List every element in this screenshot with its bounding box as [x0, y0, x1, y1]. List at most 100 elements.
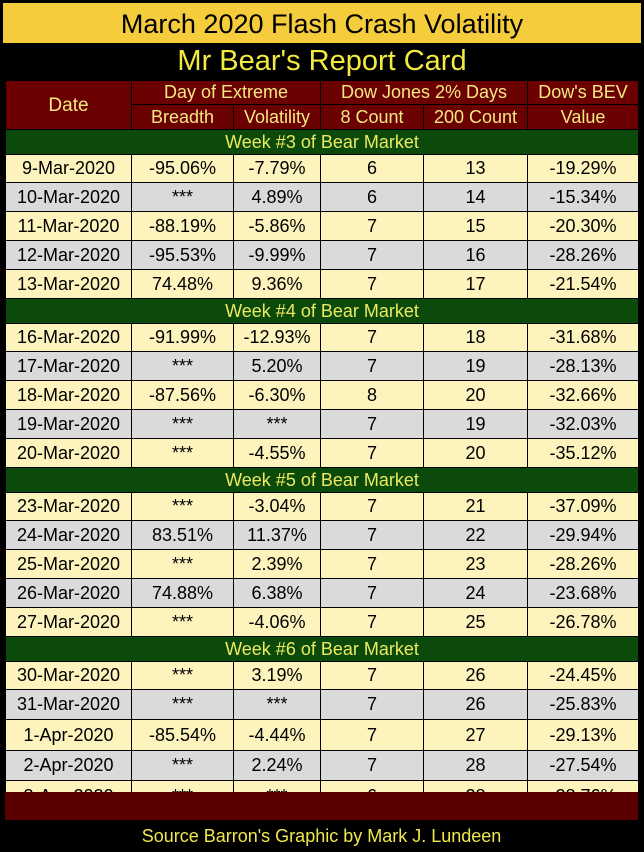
cell-count200: 26 — [423, 661, 529, 690]
cell-date: 19-Mar-2020 — [5, 409, 132, 439]
cell-count200: 23 — [423, 549, 529, 579]
table-row: 26-Mar-2020 74.88% 6.38% 7 24 -23.68% — [5, 578, 640, 608]
header-volatility: Volatility — [232, 104, 322, 130]
cell-breadth: *** — [131, 438, 234, 468]
cell-count200: 14 — [423, 182, 529, 212]
table-row: 12-Mar-2020 -95.53% -9.99% 7 16 -28.26% — [5, 240, 640, 270]
cell-count200: 20 — [423, 380, 529, 410]
table-row: 27-Mar-2020 *** -4.06% 7 25 -26.78% — [5, 607, 640, 637]
cell-volatility: *** — [232, 689, 322, 720]
cell-breadth: *** — [131, 750, 234, 781]
table-row: 1-Apr-2020 -85.54% -4.44% 7 27 -29.13% — [5, 719, 640, 751]
cell-count200: 19 — [423, 409, 529, 439]
cell-count8: 7 — [320, 750, 425, 781]
cell-count8: 7 — [320, 719, 425, 751]
cell-date: 20-Mar-2020 — [5, 438, 132, 468]
cell-bev: -23.68% — [527, 578, 640, 608]
cell-bev: -27.54% — [527, 750, 640, 781]
table-row: 9-Mar-2020 -95.06% -7.79% 6 13 -19.29% — [5, 154, 640, 183]
cell-count8: 7 — [320, 269, 425, 299]
cell-bev: -29.13% — [527, 719, 640, 751]
week-label: Week #6 of Bear Market — [4, 636, 640, 662]
table-row: 31-Mar-2020 *** *** 7 26 -25.83% — [5, 689, 640, 720]
table-row: 17-Mar-2020 *** 5.20% 7 19 -28.13% — [5, 351, 640, 381]
cell-count8: 8 — [320, 380, 425, 410]
cell-count8: 7 — [320, 438, 425, 468]
header-day-of-extreme: Day of Extreme — [130, 80, 322, 105]
cell-breadth: *** — [131, 182, 234, 212]
cell-bev: -24.45% — [527, 661, 640, 690]
cell-volatility: 11.37% — [232, 520, 322, 550]
table-body: Week #3 of Bear Market 9-Mar-2020 -95.06% -… — [4, 129, 640, 812]
cell-bev: -32.03% — [527, 409, 640, 439]
cell-count200: 25 — [423, 607, 529, 637]
cell-count200: 22 — [423, 520, 529, 550]
cell-breadth: *** — [131, 661, 234, 690]
cell-volatility: -5.86% — [232, 211, 322, 241]
week-label: Week #5 of Bear Market — [4, 467, 640, 493]
cell-breadth: 74.88% — [131, 578, 234, 608]
cell-date: 17-Mar-2020 — [5, 351, 132, 381]
cell-bev: -28.26% — [527, 549, 640, 579]
cell-bev: -32.66% — [527, 380, 640, 410]
cell-date: 9-Mar-2020 — [5, 154, 132, 183]
cell-date: 24-Mar-2020 — [5, 520, 132, 550]
cell-breadth: -88.19% — [131, 211, 234, 241]
table-row: 20-Mar-2020 *** -4.55% 7 20 -35.12% — [5, 438, 640, 468]
cell-breadth: *** — [131, 409, 234, 439]
cell-date: 2-Apr-2020 — [5, 750, 132, 781]
cell-date: 25-Mar-2020 — [5, 549, 132, 579]
cell-volatility: 4.89% — [232, 182, 322, 212]
cell-date: 31-Mar-2020 — [5, 689, 132, 720]
week-header-row: Week #3 of Bear Market — [4, 129, 640, 155]
table-row: 13-Mar-2020 74.48% 9.36% 7 17 -21.54% — [5, 269, 640, 299]
table-row: 11-Mar-2020 -88.19% -5.86% 7 15 -20.30% — [5, 211, 640, 241]
header-bev-value: Value — [527, 104, 640, 130]
cell-breadth: *** — [131, 492, 234, 521]
cell-count8: 7 — [320, 578, 425, 608]
cell-bev: -35.12% — [527, 438, 640, 468]
cell-count200: 20 — [423, 438, 529, 468]
cell-count8: 7 — [320, 607, 425, 637]
cell-count200: 24 — [423, 578, 529, 608]
table-row: 19-Mar-2020 *** *** 7 19 -32.03% — [5, 409, 640, 439]
header-row-2: Breadth Volatility 8 Count 200 Count Val… — [6, 104, 640, 130]
cell-volatility: *** — [232, 409, 322, 439]
cell-date: 1-Apr-2020 — [5, 719, 132, 751]
cell-breadth: *** — [131, 689, 234, 720]
cell-bev: -28.13% — [527, 351, 640, 381]
cell-count8: 7 — [320, 323, 425, 352]
week-label: Week #3 of Bear Market — [4, 129, 640, 155]
cell-breadth: 83.51% — [131, 520, 234, 550]
table-row: 16-Mar-2020 -91.99% -12.93% 7 18 -31.68% — [5, 323, 640, 352]
cell-count8: 7 — [320, 211, 425, 241]
cell-count200: 15 — [423, 211, 529, 241]
cell-breadth: -95.53% — [131, 240, 234, 270]
cell-volatility: 2.39% — [232, 549, 322, 579]
cell-bev: -28.26% — [527, 240, 640, 270]
cell-count8: 6 — [320, 182, 425, 212]
cell-bev: -15.34% — [527, 182, 640, 212]
cell-volatility: 2.24% — [232, 750, 322, 781]
cell-breadth: -91.99% — [131, 323, 234, 352]
cell-date: 12-Mar-2020 — [5, 240, 132, 270]
cell-bev: -25.83% — [527, 689, 640, 720]
table-row: 18-Mar-2020 -87.56% -6.30% 8 20 -32.66% — [5, 380, 640, 410]
cell-volatility: 3.19% — [232, 661, 322, 690]
report-table: Date Day of Extreme Dow Jones 2% Days Do… — [4, 80, 640, 812]
cell-volatility: -9.99% — [232, 240, 322, 270]
cell-date: 11-Mar-2020 — [5, 211, 132, 241]
cell-count200: 17 — [423, 269, 529, 299]
cell-bev: -20.30% — [527, 211, 640, 241]
cell-date: 10-Mar-2020 — [5, 182, 132, 212]
cell-count8: 7 — [320, 689, 425, 720]
header-row-1: Date Day of Extreme Dow Jones 2% Days Do… — [5, 80, 640, 130]
cell-count200: 21 — [423, 492, 529, 521]
cell-date: 16-Mar-2020 — [5, 323, 132, 352]
cell-count8: 7 — [320, 492, 425, 521]
header-200-count: 200 Count — [423, 104, 529, 130]
cell-count200: 19 — [423, 351, 529, 381]
table-row: 24-Mar-2020 83.51% 11.37% 7 22 -29.94% — [5, 520, 640, 550]
table-row: 23-Mar-2020 *** -3.04% 7 21 -37.09% — [5, 492, 640, 521]
cell-date: 30-Mar-2020 — [5, 661, 132, 690]
